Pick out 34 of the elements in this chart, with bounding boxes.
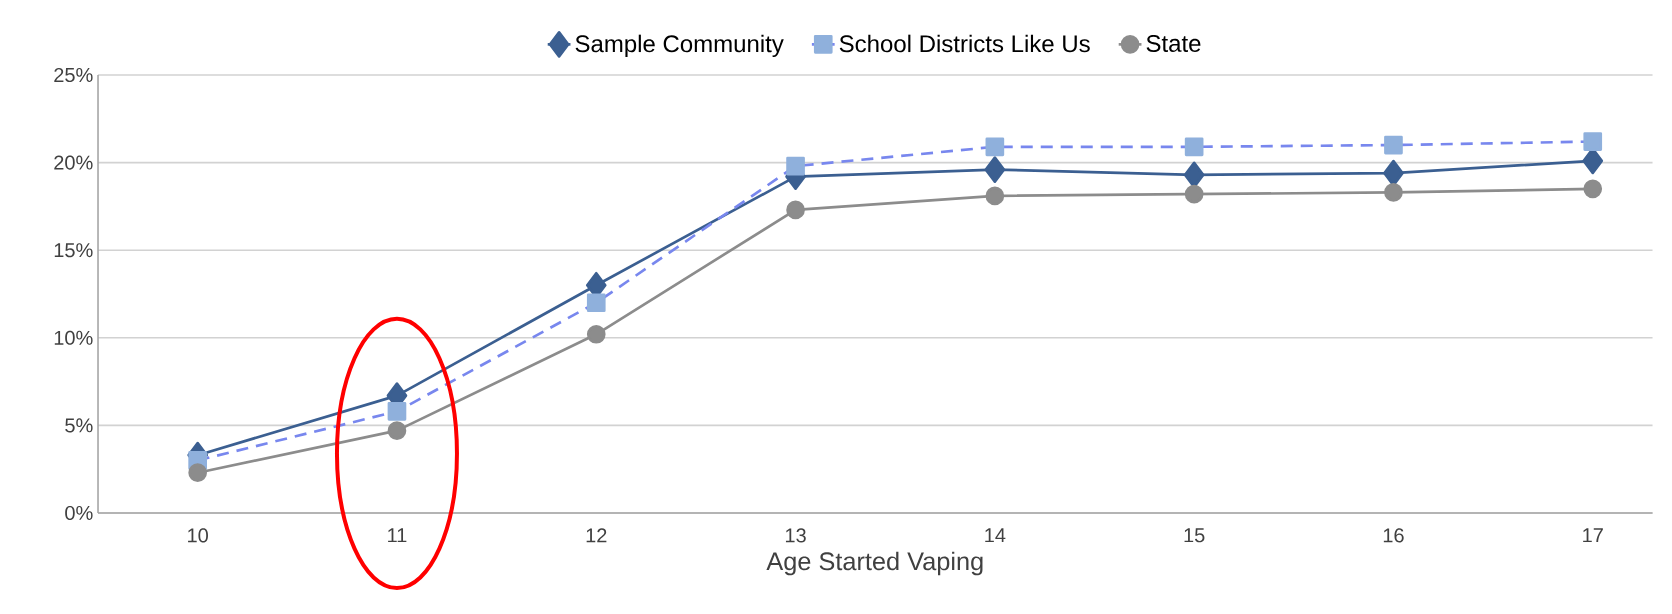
point — [1583, 179, 1603, 199]
y-tick-label: 25% — [54, 67, 93, 83]
y-tick-label: 20% — [54, 155, 93, 170]
x-tick-label: 17 — [1583, 528, 1603, 543]
y-tick-label: 10% — [54, 330, 93, 345]
legend-label: Sample Community — [575, 34, 784, 58]
legend-label: School Districts Like Us — [839, 34, 1090, 53]
y-tick-label: 15% — [54, 243, 93, 258]
point — [985, 137, 1005, 157]
point — [786, 200, 805, 220]
point — [984, 156, 1006, 183]
x-tick-label: 10 — [188, 528, 208, 543]
legend-label: State — [1146, 34, 1201, 52]
x-tick-label: 15 — [1184, 528, 1205, 543]
y-tick-label: 0% — [65, 505, 93, 521]
x-tick-label: 14 — [985, 528, 1006, 543]
x-tick-label: 13 — [785, 528, 806, 543]
point — [1184, 184, 1204, 204]
point — [1583, 132, 1603, 151]
point — [387, 402, 407, 421]
point — [1384, 183, 1403, 202]
x-tick-label: 16 — [1383, 528, 1404, 543]
point — [188, 463, 208, 483]
point — [1184, 137, 1204, 157]
x-tick-label: 11 — [388, 528, 407, 543]
point — [586, 324, 606, 344]
x-axis-title: Age Started Vaping — [766, 551, 983, 576]
point — [586, 293, 606, 313]
point — [985, 186, 1005, 206]
x-tick-label: 12 — [586, 528, 607, 543]
y-tick-label: 5% — [65, 418, 93, 433]
point — [387, 421, 407, 440]
point — [786, 156, 805, 176]
point — [1384, 135, 1403, 155]
